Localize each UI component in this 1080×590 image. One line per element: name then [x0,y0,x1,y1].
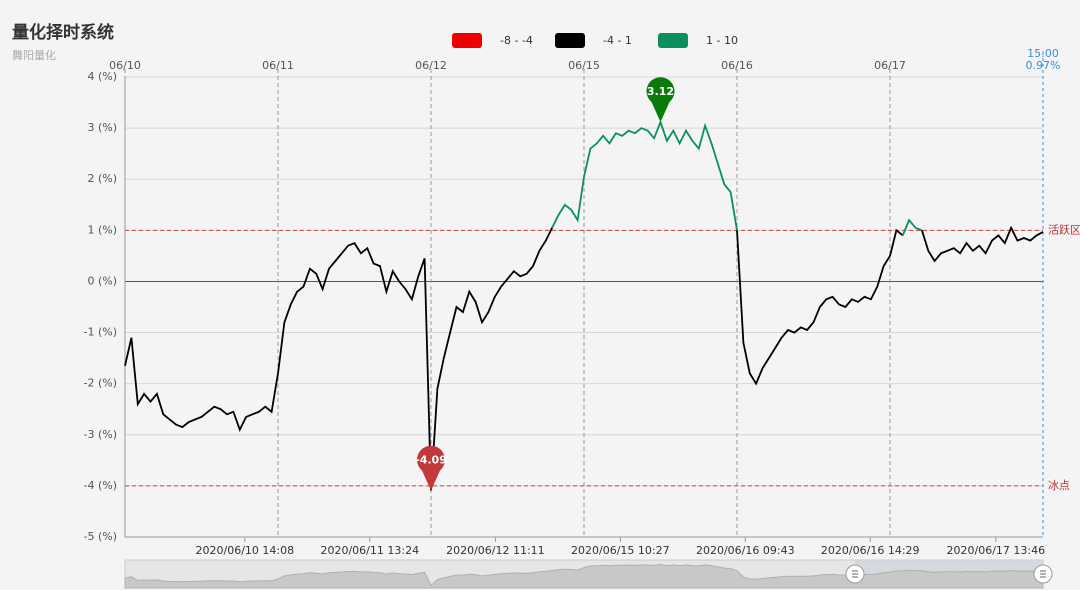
navigator-area [124,563,1044,589]
ref-label: 冰点 [1048,479,1070,492]
legend-label[interactable]: -8 - -4 [500,34,533,47]
y-tick-label: -4 (%) [84,479,118,492]
time-tick-label: 2020/06/15 10:27 [571,544,670,557]
handle-grip[interactable] [852,570,858,578]
y-tick-label: -3 (%) [84,428,118,441]
y-tick-label: -2 (%) [84,377,118,390]
time-tick-label: 2020/06/16 09:43 [696,544,795,557]
y-tick-label: 1 (%) [87,223,117,236]
x-tick-label: 06/17 [874,59,906,72]
legend-label[interactable]: -4 - 1 [603,34,632,47]
line-segment [901,218,923,236]
y-tick-label: 4 (%) [87,70,117,83]
ref-label: 活跃区 [1048,222,1080,236]
line-segment [921,225,1044,263]
handle-grip[interactable] [1040,570,1046,578]
line-segment [124,227,553,491]
time-tick-label: 2020/06/16 14:29 [821,544,920,557]
pin-label: 3.12 [647,85,674,98]
pin-marker [417,445,446,491]
x-tick-label: 06/15 [568,59,600,72]
y-tick-label: -5 (%) [84,530,118,543]
time-tick-label: 2020/06/11 13:24 [320,544,419,557]
time-tick-label: 2020/06/12 11:11 [446,544,545,557]
line-segment [551,119,738,231]
pin-marker [646,77,675,122]
chart-title: 量化择时系统 [12,22,114,43]
pin-label: -4.09 [415,453,447,466]
legend-label[interactable]: 1 - 10 [706,34,738,47]
end-time-label: 15:00 [1027,47,1059,60]
x-tick-label: 06/10 [109,59,141,72]
x-tick-label: 06/16 [721,59,753,72]
end-value-label: 0.97% [1026,59,1061,72]
y-tick-label: 3 (%) [87,121,117,134]
y-tick-label: 0 (%) [87,274,117,287]
time-tick-label: 2020/06/10 14:08 [196,544,295,557]
line-segment [736,228,904,386]
legend-swatch[interactable] [555,33,585,48]
y-tick-label: -1 (%) [84,326,118,339]
time-tick-label: 2020/06/17 13:46 [947,544,1046,557]
x-tick-label: 06/12 [415,59,447,72]
legend-swatch[interactable] [452,33,482,48]
chart-subtitle: 舞阳量化 [12,48,56,62]
x-tick-label: 06/11 [262,59,294,72]
y-tick-label: 2 (%) [87,172,117,185]
legend-swatch[interactable] [658,33,688,48]
